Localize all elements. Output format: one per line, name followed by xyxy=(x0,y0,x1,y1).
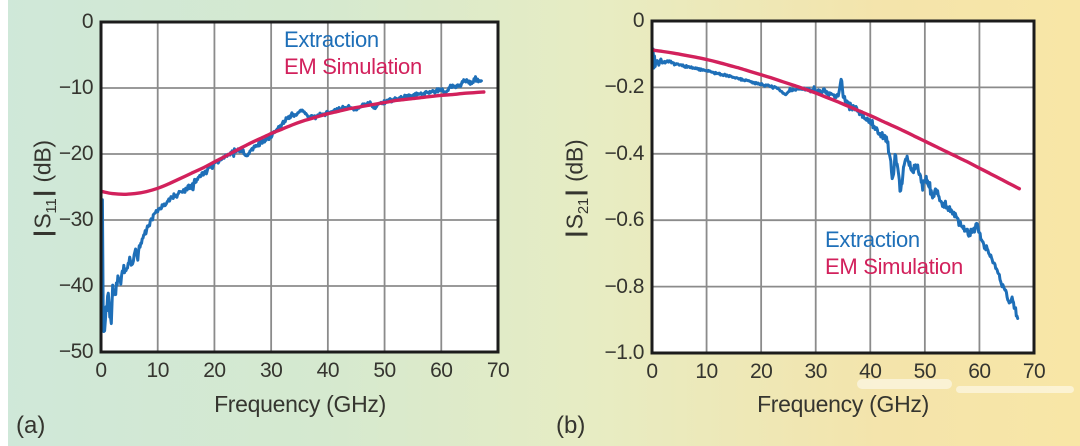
x-tick-label: 50 xyxy=(913,360,937,383)
abs-bar: | xyxy=(561,189,588,197)
x-tick-label: 70 xyxy=(486,359,510,382)
legend-extraction: Extraction xyxy=(284,27,379,52)
legend: Extraction EM Simulation xyxy=(284,26,422,80)
panel-label-a: (a) xyxy=(16,412,46,439)
abs-bar: | xyxy=(29,190,56,197)
legend-em-simulation: EM Simulation xyxy=(825,254,963,279)
x-tick-label: 20 xyxy=(749,360,773,383)
y-axis-label-s21: |S21|(dB) xyxy=(561,95,593,285)
x-tick-label: 60 xyxy=(430,359,453,382)
panel-label-b: (b) xyxy=(556,412,586,439)
x-tick-label: 30 xyxy=(804,360,828,383)
y-tick-label: −0.2 xyxy=(604,75,645,99)
plot-area xyxy=(652,21,1034,353)
watermark-remnant xyxy=(857,379,952,389)
y-tick-label: 0 xyxy=(81,10,94,33)
y-axis-label-s11: |S11|(dB) xyxy=(29,95,61,285)
y-tick-label: −10 xyxy=(58,76,94,99)
em-simulation-trace xyxy=(100,90,486,196)
legend-extraction: Extraction xyxy=(825,227,920,252)
x-axis-label: Frequency (GHz) xyxy=(214,391,386,417)
page-left-margin xyxy=(0,0,8,446)
x-tick-label: 40 xyxy=(859,360,882,383)
y-tick-label: −50 xyxy=(58,340,94,363)
y-tick-label: −0.8 xyxy=(604,274,645,298)
y-tick-label: −1.0 xyxy=(604,341,645,364)
legend-em-simulation: EM Simulation xyxy=(284,54,422,79)
y-tick-label: 0 xyxy=(632,9,645,32)
y-tick-label: −0.4 xyxy=(604,141,645,165)
extraction-trace xyxy=(651,47,1020,320)
plot-frame xyxy=(99,20,500,354)
extraction-trace xyxy=(100,75,483,333)
watermark-remnant xyxy=(956,386,1074,393)
y-tick-label: −40 xyxy=(58,274,94,297)
x-tick-label: 10 xyxy=(695,360,718,383)
x-tick-label: 0 xyxy=(646,360,658,383)
x-tick-label: 40 xyxy=(316,359,340,382)
x-tick-label: 20 xyxy=(203,359,226,382)
x-tick-label: 10 xyxy=(146,359,170,382)
series-group xyxy=(100,75,486,333)
y-tick-label: −20 xyxy=(58,142,94,165)
series-group xyxy=(651,47,1021,320)
x-tick-label: 30 xyxy=(259,359,283,382)
x-tick-label: 70 xyxy=(1022,360,1046,383)
x-tick-label: 60 xyxy=(968,360,991,383)
plot-frame xyxy=(650,19,1036,355)
em-simulation-trace xyxy=(651,48,1021,191)
x-tick-label: 50 xyxy=(373,359,396,382)
legend: Extraction EM Simulation xyxy=(825,226,963,280)
x-axis-label: Frequency (GHz) xyxy=(757,391,929,417)
x-tick-label: 0 xyxy=(95,359,107,382)
plot-area xyxy=(101,22,498,352)
y-tick-label: −30 xyxy=(58,208,94,231)
y-tick-label: −0.6 xyxy=(604,208,645,232)
